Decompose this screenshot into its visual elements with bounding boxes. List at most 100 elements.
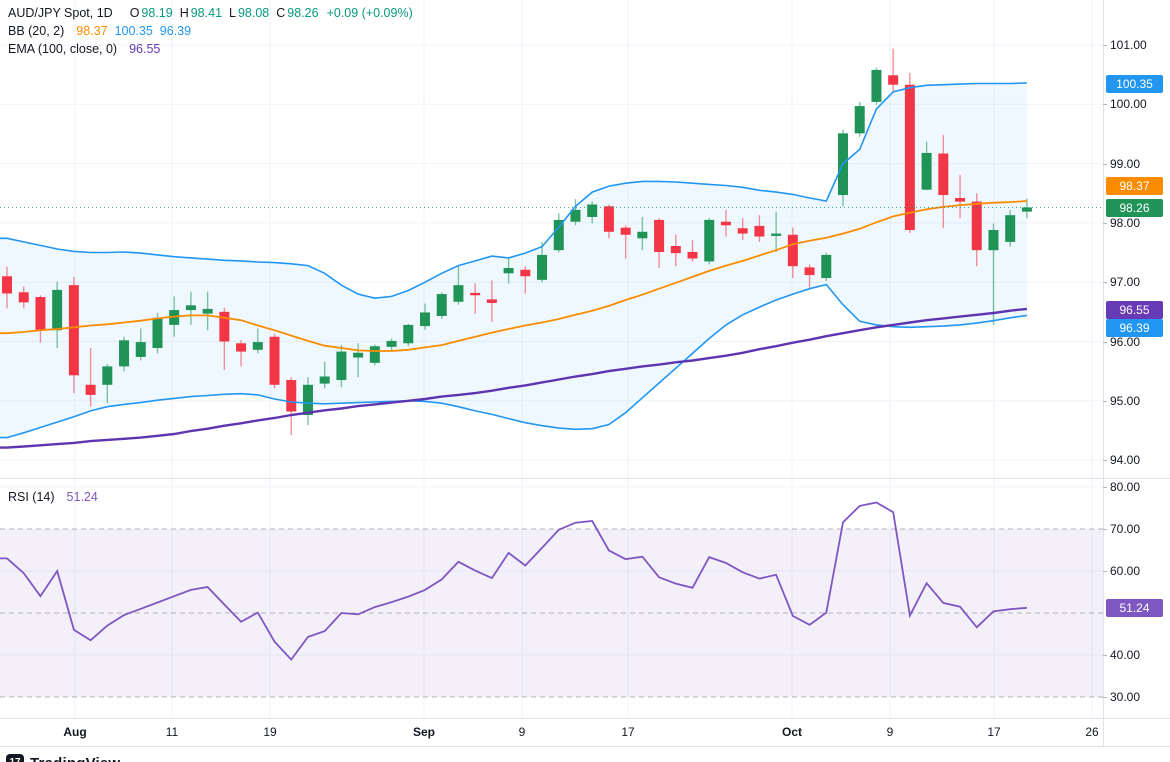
candle-up xyxy=(152,317,163,349)
price-axis-label-tick xyxy=(1103,341,1107,343)
candle-up xyxy=(553,219,564,251)
bb-lower-value: 96.39 xyxy=(159,24,192,38)
candle-down xyxy=(955,197,966,202)
candle-down xyxy=(219,311,230,342)
rsi-axis-label-tick xyxy=(1103,529,1107,530)
candle-up xyxy=(353,352,364,358)
pane-separator-price-rsi[interactable] xyxy=(0,478,1170,479)
candle-up xyxy=(503,267,514,274)
price-axis-label-tick xyxy=(1103,400,1107,402)
rsi-axis-label: 40.00 xyxy=(1110,648,1141,662)
rsi-axis-label-tick xyxy=(1103,487,1107,488)
rsi-axis-label-tick xyxy=(1103,571,1107,572)
time-axis-label-17: 17 xyxy=(987,725,1001,739)
candle-up xyxy=(336,351,347,381)
time-axis-label-19: 19 xyxy=(263,725,277,739)
candle-down xyxy=(35,297,46,331)
tradingview-logo-text: TradingView xyxy=(30,755,120,762)
candle-up xyxy=(854,106,865,134)
price-axis-label: 97.00 xyxy=(1110,275,1141,290)
price-axis-label-tick xyxy=(1103,282,1107,284)
bb-title: BB (20, 2) xyxy=(8,24,65,38)
ema-line xyxy=(0,307,1028,449)
candle-up xyxy=(369,346,380,363)
price-axis-label: 99.00 xyxy=(1110,156,1141,171)
candle-down xyxy=(938,153,949,196)
candle-down xyxy=(737,228,748,234)
open-label: O xyxy=(129,6,140,20)
price-axis-label: 96.00 xyxy=(1110,334,1141,349)
candle-up xyxy=(871,69,882,102)
candle-up xyxy=(537,254,548,280)
candle-up xyxy=(319,376,330,384)
axis-badge-96.55: 96.55 xyxy=(1106,301,1163,319)
candle-down xyxy=(754,225,765,237)
time-axis-label-Sep: Sep xyxy=(412,725,436,739)
legend-bb-row[interactable]: BB (20, 2) 98.37 100.35 96.39 xyxy=(8,22,413,40)
time-axis-label-Aug: Aug xyxy=(63,725,87,739)
candle-up xyxy=(436,294,447,317)
candle-down xyxy=(286,380,297,412)
candle-up xyxy=(102,366,113,385)
candle-down xyxy=(269,336,280,385)
change-value: +0.09 (+0.09%) xyxy=(326,6,413,20)
low-value: 98.08 xyxy=(237,6,270,20)
legend-ema-row[interactable]: EMA (100, close, 0) 96.55 xyxy=(8,40,413,58)
rsi-axis-label: 80.00 xyxy=(1110,480,1141,494)
candle-down xyxy=(603,206,614,232)
candle-up xyxy=(453,285,464,302)
rsi-value: 51.24 xyxy=(66,490,98,504)
price-axis-label-tick xyxy=(1103,222,1107,224)
candle-up xyxy=(570,209,581,222)
close-value: 98.26 xyxy=(287,6,319,20)
candle-down xyxy=(804,267,815,276)
candle-down xyxy=(654,219,665,252)
candle-down xyxy=(971,201,982,251)
candle-up xyxy=(921,152,932,190)
tradingview-watermark[interactable]: 17 TradingView xyxy=(6,754,120,762)
candle-up xyxy=(252,342,263,350)
time-axis-label-9: 9 xyxy=(886,725,894,739)
price-axis-label: 101.00 xyxy=(1110,38,1147,52)
bollinger-fill xyxy=(0,83,1027,438)
time-axis-label-11: 11 xyxy=(165,725,179,739)
legend-rsi-pane: RSI (14) 51.24 xyxy=(8,488,98,506)
time-axis-label-Oct: Oct xyxy=(781,725,803,739)
candle-up xyxy=(988,230,999,251)
candle-down xyxy=(486,299,497,303)
bb-lower-line xyxy=(0,283,1028,439)
high-label: H xyxy=(179,6,189,20)
candle-up xyxy=(52,289,63,331)
candle-up xyxy=(403,324,414,344)
candle-down xyxy=(85,384,96,395)
rsi-title: RSI (14) xyxy=(8,490,55,504)
candle-down xyxy=(236,343,247,352)
price-axis-label: 98.00 xyxy=(1110,215,1141,230)
rsi-axis-label-tick xyxy=(1103,697,1107,698)
price-axis-label: 94.00 xyxy=(1110,453,1141,468)
candle-up xyxy=(637,231,648,239)
price-axis-label-tick xyxy=(1103,104,1107,106)
ema-value: 96.55 xyxy=(129,42,161,56)
candle-down xyxy=(520,269,531,277)
rsi-axis-label: 70.00 xyxy=(1110,522,1141,536)
axis-badge-96.39: 96.39 xyxy=(1106,319,1163,337)
candle-up xyxy=(185,305,196,311)
price-axis-label-tick xyxy=(1103,460,1107,462)
candle-down xyxy=(68,285,79,376)
ema-title: EMA (100, close, 0) xyxy=(8,42,118,56)
price-axis-label-tick xyxy=(1103,163,1107,165)
candle-up xyxy=(771,233,782,236)
high-value: 98.41 xyxy=(190,6,223,20)
time-axis-label-17: 17 xyxy=(621,725,635,739)
time-axis-label-9: 9 xyxy=(518,725,526,739)
open-value: 98.19 xyxy=(141,6,173,20)
candle-up xyxy=(821,254,832,279)
axis-badge-98.37: 98.37 xyxy=(1106,177,1163,195)
legend-rsi-row[interactable]: RSI (14) 51.24 xyxy=(8,488,98,506)
price-axis-label: 95.00 xyxy=(1110,393,1141,408)
